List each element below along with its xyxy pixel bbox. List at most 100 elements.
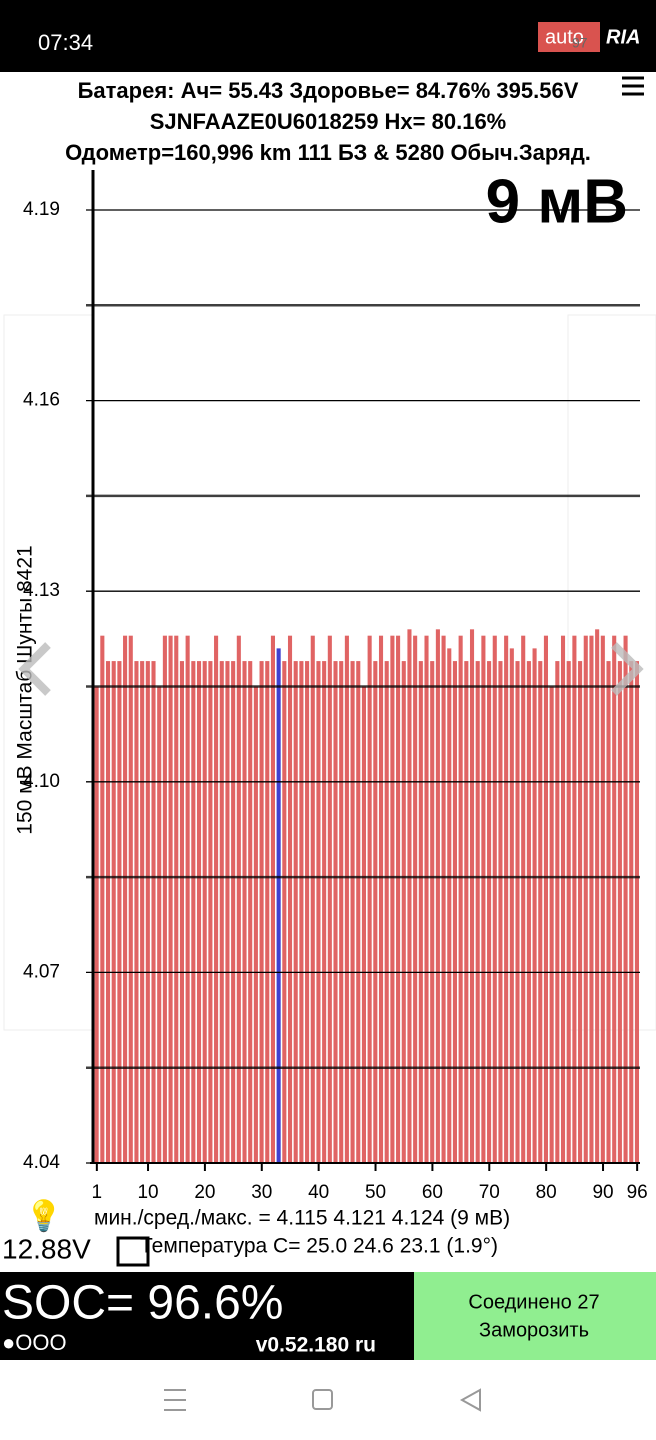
bar: [94, 686, 99, 1163]
y-tick-label: 4.16: [23, 390, 60, 411]
bar: [162, 635, 167, 1163]
bar: [509, 648, 514, 1163]
bar: [566, 661, 571, 1163]
bar: [532, 648, 537, 1163]
bar: [538, 661, 543, 1163]
bar: [447, 648, 452, 1163]
bar: [617, 661, 622, 1163]
bar: [589, 635, 594, 1163]
bar: [333, 661, 338, 1163]
bar: [123, 635, 128, 1163]
bar: [418, 661, 423, 1163]
bar: [504, 635, 509, 1163]
bar: [623, 635, 628, 1163]
bar: [543, 635, 548, 1163]
next-arrow[interactable]: [611, 642, 644, 696]
bar: [276, 648, 281, 1163]
header-line: Батарея: Ач= 55.43 Здоровье= 84.76% 395.…: [78, 78, 579, 103]
x-tick-label: 20: [194, 1182, 215, 1203]
x-tick-label: 96: [627, 1182, 648, 1203]
bar: [612, 635, 617, 1163]
nav-menu[interactable]: [164, 1389, 186, 1411]
bar: [487, 661, 492, 1163]
bulb-icon[interactable]: 💡: [25, 1198, 62, 1233]
bar: [265, 661, 270, 1163]
bar: [555, 661, 560, 1163]
y-tick-label: 4.10: [23, 771, 60, 792]
bar: [134, 661, 139, 1163]
bar: [270, 635, 275, 1163]
x-tick-label: 30: [251, 1182, 272, 1203]
bar: [242, 661, 247, 1163]
connect-button[interactable]: [414, 1272, 656, 1360]
bar: [452, 661, 457, 1163]
bar: [253, 686, 258, 1163]
calendar-icon[interactable]: [116, 1236, 150, 1267]
bar: [549, 686, 554, 1163]
bar: [259, 661, 264, 1163]
temperature: Температура С= 25.0 24.6 23.1 (1.9°): [140, 1235, 498, 1258]
x-tick-label: 90: [592, 1182, 613, 1203]
bar: [390, 635, 395, 1163]
bar: [305, 661, 310, 1163]
bar: [413, 635, 418, 1163]
freeze[interactable]: Заморозить: [479, 1319, 589, 1341]
bar: [282, 661, 287, 1163]
nav-back[interactable]: [459, 1388, 481, 1412]
soc-panel: [0, 1272, 414, 1360]
bar: [384, 661, 389, 1163]
bar: [208, 661, 213, 1163]
bar: [560, 635, 566, 1163]
x-tick-label: 40: [308, 1182, 329, 1203]
bar: [191, 661, 196, 1163]
watermark-box: [538, 22, 600, 52]
bar: [430, 661, 435, 1163]
x-tick-label: 50: [365, 1182, 386, 1203]
y-axis-label: 150 мВ Масштаб Шунты 8421: [14, 545, 37, 834]
watermark: RIA: [606, 26, 640, 48]
x-tick-label: 1: [92, 1182, 103, 1203]
bar: [174, 635, 179, 1163]
connected: Соединено 27: [468, 1291, 599, 1313]
bar: [344, 635, 349, 1163]
version: v0.52.180 ru: [256, 1334, 376, 1357]
bar: [293, 661, 298, 1163]
bar: [373, 661, 378, 1163]
bar: [407, 629, 412, 1163]
prev-arrow[interactable]: [18, 642, 51, 696]
bar: [634, 661, 639, 1163]
x-tick-label: 80: [536, 1182, 557, 1203]
bar: [578, 661, 583, 1163]
bar: [350, 661, 355, 1163]
watermark: auto: [545, 26, 584, 48]
x-tick-label: 10: [137, 1182, 158, 1203]
bar: [515, 661, 520, 1163]
bar: [595, 629, 600, 1163]
bar: [481, 635, 486, 1163]
x-tick-label: 70: [479, 1182, 500, 1203]
bar: [469, 629, 475, 1163]
bar: [196, 661, 202, 1163]
dots: ●OOO: [2, 1330, 67, 1355]
bar: [299, 661, 304, 1163]
y-tick-label: 4.07: [23, 961, 60, 982]
bar: [572, 635, 577, 1163]
bar: [458, 635, 463, 1163]
bar: [236, 635, 241, 1163]
header-line: SJNFAAZE0U6018259 Hx= 80.16%: [150, 109, 507, 134]
bar: [492, 635, 497, 1163]
bar: [498, 661, 503, 1163]
annotation: 9 мВ: [486, 167, 628, 236]
bar: [378, 635, 384, 1163]
bar: [100, 635, 105, 1163]
voltage: 12.88V: [2, 1233, 91, 1264]
nav-home[interactable]: [312, 1389, 333, 1410]
menu-icon[interactable]: [622, 76, 644, 96]
bar: [424, 635, 429, 1163]
soc: SOC= 96.6%: [2, 1277, 283, 1330]
bar: [310, 635, 315, 1163]
bar: [128, 635, 133, 1163]
bar: [464, 661, 469, 1163]
bar: [401, 661, 406, 1163]
